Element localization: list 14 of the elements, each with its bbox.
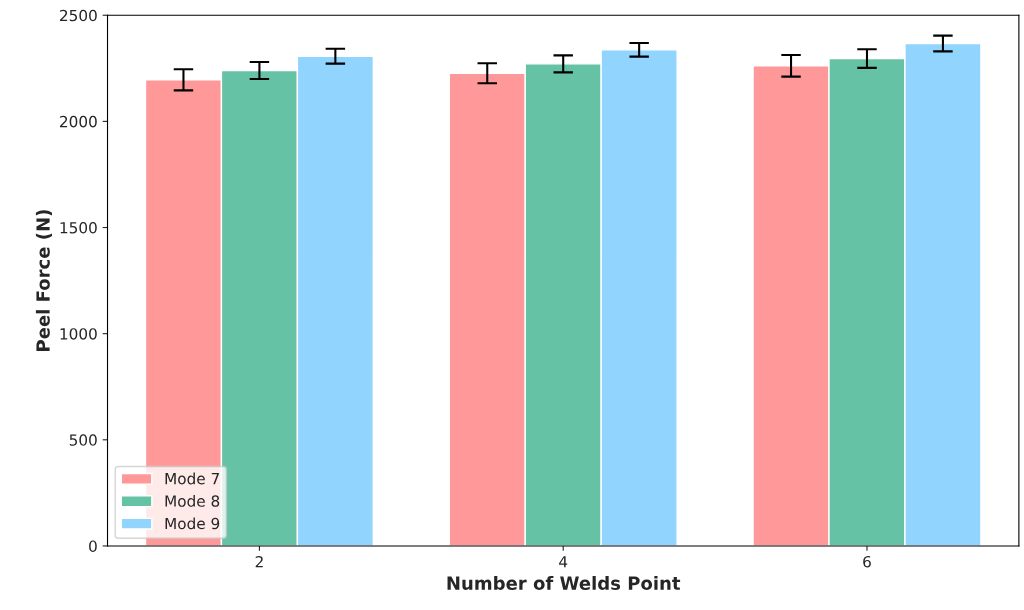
- x-tick-label: 2: [255, 555, 263, 568]
- x-tick-label: 4: [559, 556, 568, 568]
- legend-label: Mode 9: [165, 517, 220, 530]
- y-tick-label: 1000: [60, 328, 97, 340]
- legend-label: Mode 7: [165, 472, 219, 485]
- x-axis-title: Number of Welds Point: [447, 576, 681, 590]
- y-tick-label: 500: [69, 434, 97, 446]
- legend-label: Mode 8: [165, 494, 220, 507]
- y-tick-label: 2500: [60, 9, 97, 22]
- x-tick-label: 6: [863, 555, 871, 568]
- y-tick-label: 0: [89, 540, 97, 552]
- y-tick-label: 2000: [60, 115, 97, 128]
- y-tick-label: 1500: [60, 222, 97, 234]
- y-axis-title: Peel Force (N): [35, 210, 52, 351]
